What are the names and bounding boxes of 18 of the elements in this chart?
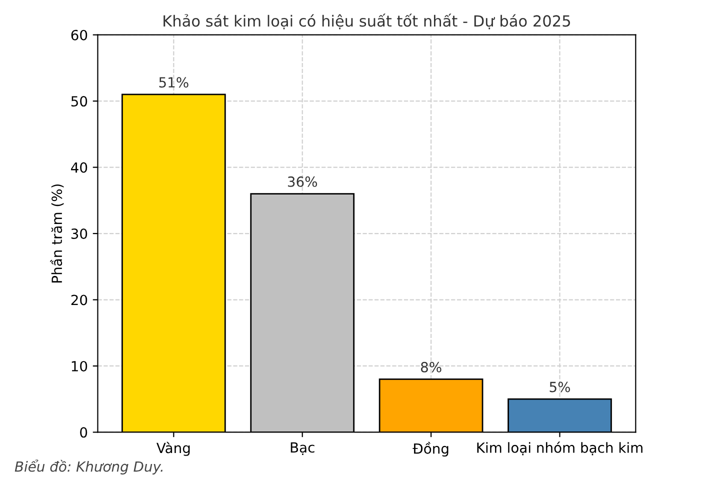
y-tick-label: 40 xyxy=(71,162,88,173)
x-tick-label: Đồng xyxy=(412,442,448,457)
data-label: 51% xyxy=(159,77,188,88)
y-tick-label: 50 xyxy=(71,96,88,107)
chart-title: Khảo sát kim loại có hiệu suất tốt nhất - Dự báo 2025 xyxy=(164,14,570,30)
data-label: 5% xyxy=(550,382,570,392)
x-tick-label: Bạc xyxy=(290,442,314,456)
x-tick-label: Kim loại nhóm bạch kim xyxy=(477,442,642,456)
x-tick-label: Vàng xyxy=(156,442,190,456)
data-label: 8% xyxy=(420,362,442,372)
y-tick-label: 10 xyxy=(72,360,88,372)
data-label: 36% xyxy=(288,176,318,187)
text: Biểu đồ: Khương Duy. xyxy=(14,460,162,474)
y-tick-label: 30 xyxy=(71,228,88,240)
y-tick-label: 60 xyxy=(71,30,88,40)
y-tick-label: 20 xyxy=(71,294,88,306)
y-axis-title: Phần trăm (%) xyxy=(50,184,64,282)
y-tick-label: 0 xyxy=(80,427,88,438)
